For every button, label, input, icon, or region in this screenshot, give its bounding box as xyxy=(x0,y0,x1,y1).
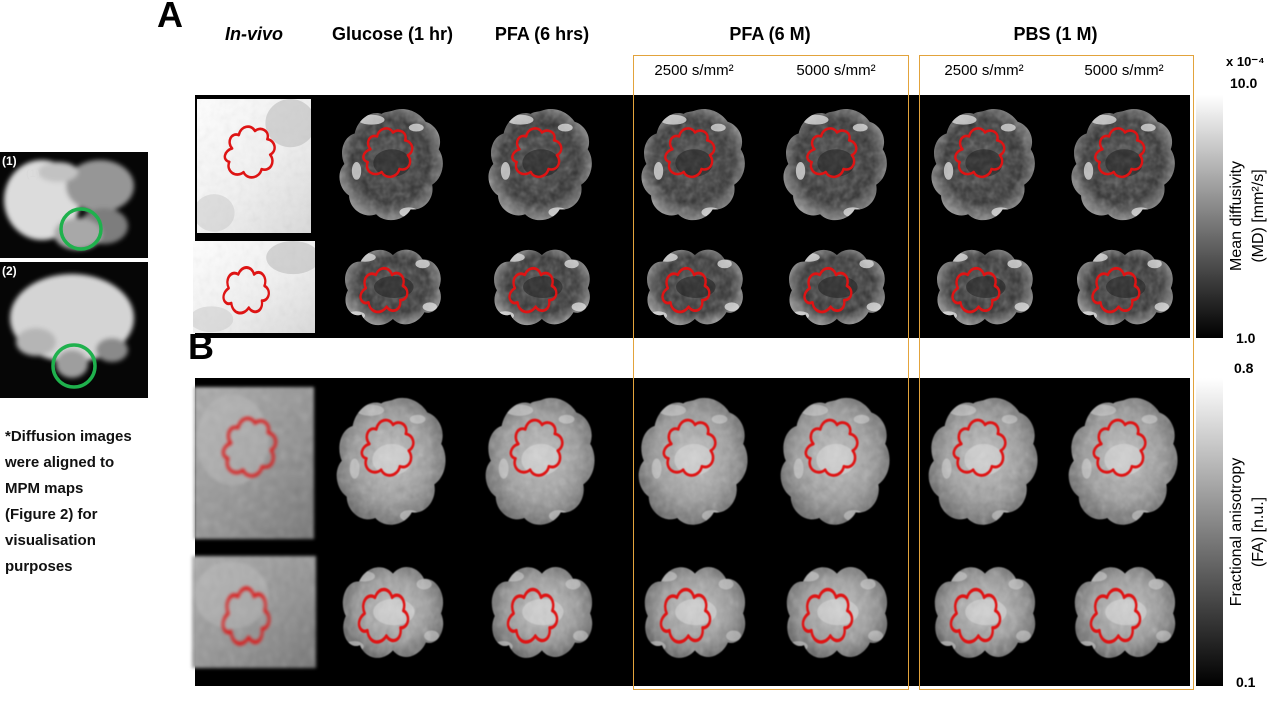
fa-slice2-pfa-6m-b2500-image xyxy=(628,559,760,665)
md-slice1-pbs-1m-b5000-image xyxy=(1068,102,1180,230)
md-slice2-pfa-6hrs-image xyxy=(478,243,604,331)
bvalue-header-pbs1m-5000: 5000 s/mm² xyxy=(1084,62,1164,79)
fa-slice2-glucose-1hr-image xyxy=(326,559,458,665)
column-header-invivo: In-vivo xyxy=(224,24,283,44)
fa-colorbar-max: 0.8 xyxy=(1234,360,1254,376)
md-slice1-invivo-image xyxy=(197,99,311,233)
fa-colorbar-label-line1: Fractional anisotropy xyxy=(1228,457,1245,607)
column-header-pfa-6hrs: PFA (6 hrs) xyxy=(494,24,590,44)
fa-slice1-pbs-1m-b2500-image xyxy=(925,390,1043,536)
fa-colorbar-label-line2: (FA) [n.u.] xyxy=(1250,496,1267,568)
fa-slice1-glucose-1hr-image xyxy=(333,390,451,536)
md-slice1-pfa-6m-b2500-image xyxy=(638,102,750,230)
reference-image-1-label: (1) xyxy=(2,154,17,168)
figure-footnote: *Diffusion images were aligned to MPM ma… xyxy=(5,428,132,575)
fa-slice2-pbs-1m-b2500-image xyxy=(918,559,1050,665)
md-colorbar-label-line1: Mean diffusivity xyxy=(1228,161,1245,271)
panel-b-label: B xyxy=(188,326,214,367)
bvalue-header-pbs1m-2500: 2500 s/mm² xyxy=(944,62,1024,79)
md-slice1-pfa-6hrs-image xyxy=(485,102,597,230)
fa-slice1-pfa-6m-b5000-image xyxy=(777,390,895,536)
fa-slice2-pfa-6hrs-image xyxy=(475,559,607,665)
highlight-circle-2 xyxy=(51,343,97,389)
md-slice2-pbs-1m-b2500-image xyxy=(921,243,1047,331)
column-header-pfa-6m: PFA (6 M) xyxy=(729,24,811,44)
reference-image-1-inner-label: (1) xyxy=(26,168,40,180)
fa-colorbar-min: 0.1 xyxy=(1236,674,1256,690)
bvalue-header-pfa6m-5000: 5000 s/mm² xyxy=(796,62,876,79)
panel-a-label: A xyxy=(157,0,183,35)
reference-image-1: (1) (1) xyxy=(0,152,148,258)
fa-slice2-pfa-6m-b5000-image xyxy=(770,559,902,665)
md-slice2-pfa-6m-b2500-image xyxy=(631,243,757,331)
md-colorbar-label-line2: (MD) [mm²/s] xyxy=(1250,169,1267,263)
fa-slice1-invivo-image xyxy=(194,387,314,539)
fa-slice1-pfa-6hrs-image xyxy=(482,390,600,536)
md-colorbar-scale: x 10⁻⁴ xyxy=(1226,54,1265,69)
md-slice2-invivo-image xyxy=(193,241,315,333)
reference-image-2-label: (2) xyxy=(2,264,17,278)
column-header-pbs-1m: PBS (1 M) xyxy=(1013,24,1098,44)
md-colorbar-min: 1.0 xyxy=(1236,330,1256,346)
reference-sagittal-brain-image xyxy=(10,274,134,389)
highlight-circle-1 xyxy=(59,207,103,251)
md-colorbar-label: Mean diffusivity (MD) [mm²/s] xyxy=(1226,101,1272,331)
reference-axial-brain-image xyxy=(4,160,134,251)
bvalue-header-pfa6m-2500: 2500 s/mm² xyxy=(654,62,734,79)
fa-colorbar xyxy=(1196,378,1223,686)
md-slice1-glucose-1hr-image xyxy=(336,102,448,230)
md-colorbar-max: 10.0 xyxy=(1230,75,1258,91)
md-slice2-pfa-6m-b5000-image xyxy=(773,243,899,331)
reference-image-2: (2) xyxy=(0,262,148,398)
fa-slice1-pfa-6m-b2500-image xyxy=(635,390,753,536)
md-slice1-pfa-6m-b5000-image xyxy=(780,102,892,230)
fa-colorbar-label: Fractional anisotropy (FA) [n.u.] xyxy=(1226,417,1272,647)
md-slice2-pbs-1m-b5000-image xyxy=(1061,243,1187,331)
column-header-glucose: Glucose (1 hr) xyxy=(331,24,454,44)
md-slice1-pbs-1m-b2500-image xyxy=(928,102,1040,230)
fa-slice2-invivo-image xyxy=(192,556,316,668)
md-colorbar xyxy=(1196,95,1223,338)
fa-slice2-pbs-1m-b5000-image xyxy=(1058,559,1190,665)
fa-slice1-pbs-1m-b5000-image xyxy=(1065,390,1183,536)
md-slice2-glucose-1hr-image xyxy=(329,243,455,331)
